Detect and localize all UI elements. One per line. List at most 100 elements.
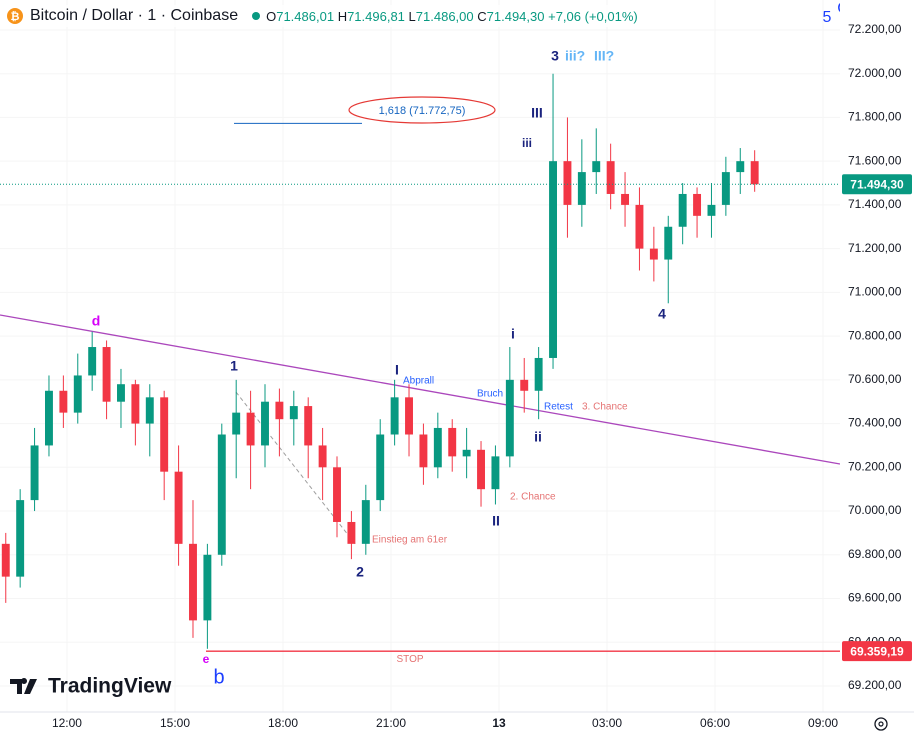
candle-body [534, 357, 543, 391]
trend-line [0, 314, 841, 465]
wave-label: i [511, 326, 515, 342]
change: +7,06 (+0,01%) [548, 8, 638, 24]
x-tick-label: 18:00 [268, 716, 298, 730]
y-tick-label: 71.600,00 [848, 153, 902, 167]
candle-body [606, 161, 615, 194]
candle-body [160, 397, 169, 472]
candle-body [448, 427, 457, 457]
wave-label: b [213, 666, 224, 688]
candle-body [462, 449, 471, 457]
wave-label: III [531, 105, 543, 121]
y-tick-label: 70.800,00 [848, 328, 902, 342]
y-tick-label: 69.800,00 [848, 547, 902, 561]
fib-ellipse [348, 96, 496, 124]
candle-body [433, 427, 442, 468]
candle-body [491, 456, 500, 490]
ohlc-value: 71.494,30 [486, 8, 545, 24]
candle-body [246, 412, 255, 446]
y-tick-label: 70.400,00 [848, 416, 902, 430]
candle-body [333, 467, 341, 522]
grid [0, 0, 840, 712]
wave-label: ii [534, 429, 542, 445]
candle-body [174, 471, 183, 544]
wave-label: 4 [658, 306, 666, 322]
y-tick-label: 69.600,00 [848, 591, 902, 605]
stop-label-box [842, 641, 912, 662]
wave-label: iii? [565, 48, 585, 64]
ohlc-key: O [266, 8, 277, 24]
candle-body [649, 248, 658, 260]
stop-text: STOP [396, 654, 423, 665]
candle-body [16, 500, 25, 577]
candle-body [45, 390, 53, 446]
candle-body [30, 445, 39, 501]
y-tick-label: 70.200,00 [848, 459, 902, 473]
candle-body [318, 445, 327, 468]
candle-body [73, 375, 82, 413]
levels: STOP [0, 122, 840, 665]
wave-label: 5 [823, 9, 832, 26]
candle-body [477, 449, 485, 490]
note: Einstieg am 61er [372, 535, 448, 546]
wave-label: III? [594, 48, 614, 64]
candle-body [621, 193, 630, 205]
candle-body [592, 161, 601, 173]
y-axis-area [840, 0, 914, 736]
candle-body [405, 397, 413, 435]
ohlc-value: 71.496,81 [347, 8, 405, 24]
candle-body [707, 204, 716, 216]
wave-label: 2 [356, 564, 364, 580]
wave-label: e [203, 652, 210, 666]
y-tick-label: 71.000,00 [848, 285, 902, 299]
settings-icon[interactable] [874, 717, 888, 731]
candle-body [275, 401, 284, 420]
price-label: 71.494,30 [850, 177, 904, 191]
ohlc-key: H [337, 8, 348, 24]
candle-body [59, 390, 68, 413]
ohlc-key: C [477, 8, 487, 24]
x-tick-label: 06:00 [700, 716, 730, 730]
wave-label: II [492, 513, 500, 529]
stop-label: 69.359,19 [850, 644, 904, 658]
x-tick-label: 21:00 [376, 716, 406, 730]
candle-body [664, 226, 673, 260]
candle-body [577, 172, 586, 205]
candle-body [117, 384, 125, 402]
logo-icon [10, 678, 37, 694]
candle-body [750, 161, 759, 185]
y-tick-label: 71.800,00 [848, 110, 902, 124]
wave-label: iii [522, 136, 532, 150]
candle-body [131, 384, 140, 424]
candle-body [361, 500, 370, 544]
candle-body [347, 521, 356, 544]
candle-body [693, 193, 702, 216]
symbol-title[interactable]: Bitcoin / Dollar · 1 · Coinbase [30, 7, 239, 24]
candle-body [635, 204, 644, 249]
candle-body [261, 401, 269, 446]
ohlc-key: L [408, 8, 416, 24]
candle-body [563, 161, 572, 205]
coin-icon: ₿ [7, 8, 23, 24]
settings-icon-center [878, 721, 884, 727]
wave-label: d [92, 313, 101, 329]
candle-body [376, 434, 385, 501]
svg-text:₿: ₿ [11, 11, 20, 23]
fib-label: 1,618 (71.772,75) [379, 105, 466, 117]
ohlc: O71.486,01 H71.496,81 L71.486,00 C71.494… [266, 9, 638, 24]
x-tick-label: 12:00 [52, 716, 82, 730]
candle-body [217, 434, 226, 555]
candle-body [102, 347, 111, 402]
y-tick-label: 71.200,00 [848, 241, 902, 255]
wave-label: 1 [230, 358, 238, 374]
note: Retest [544, 402, 573, 413]
candle-body [88, 347, 97, 376]
x-tick-label: 13 [492, 716, 506, 730]
status-dot [252, 12, 261, 20]
candle-body [736, 161, 745, 173]
price-label-box [842, 174, 912, 195]
y-tick-label: 69.200,00 [848, 678, 902, 692]
candle-body [145, 397, 154, 424]
